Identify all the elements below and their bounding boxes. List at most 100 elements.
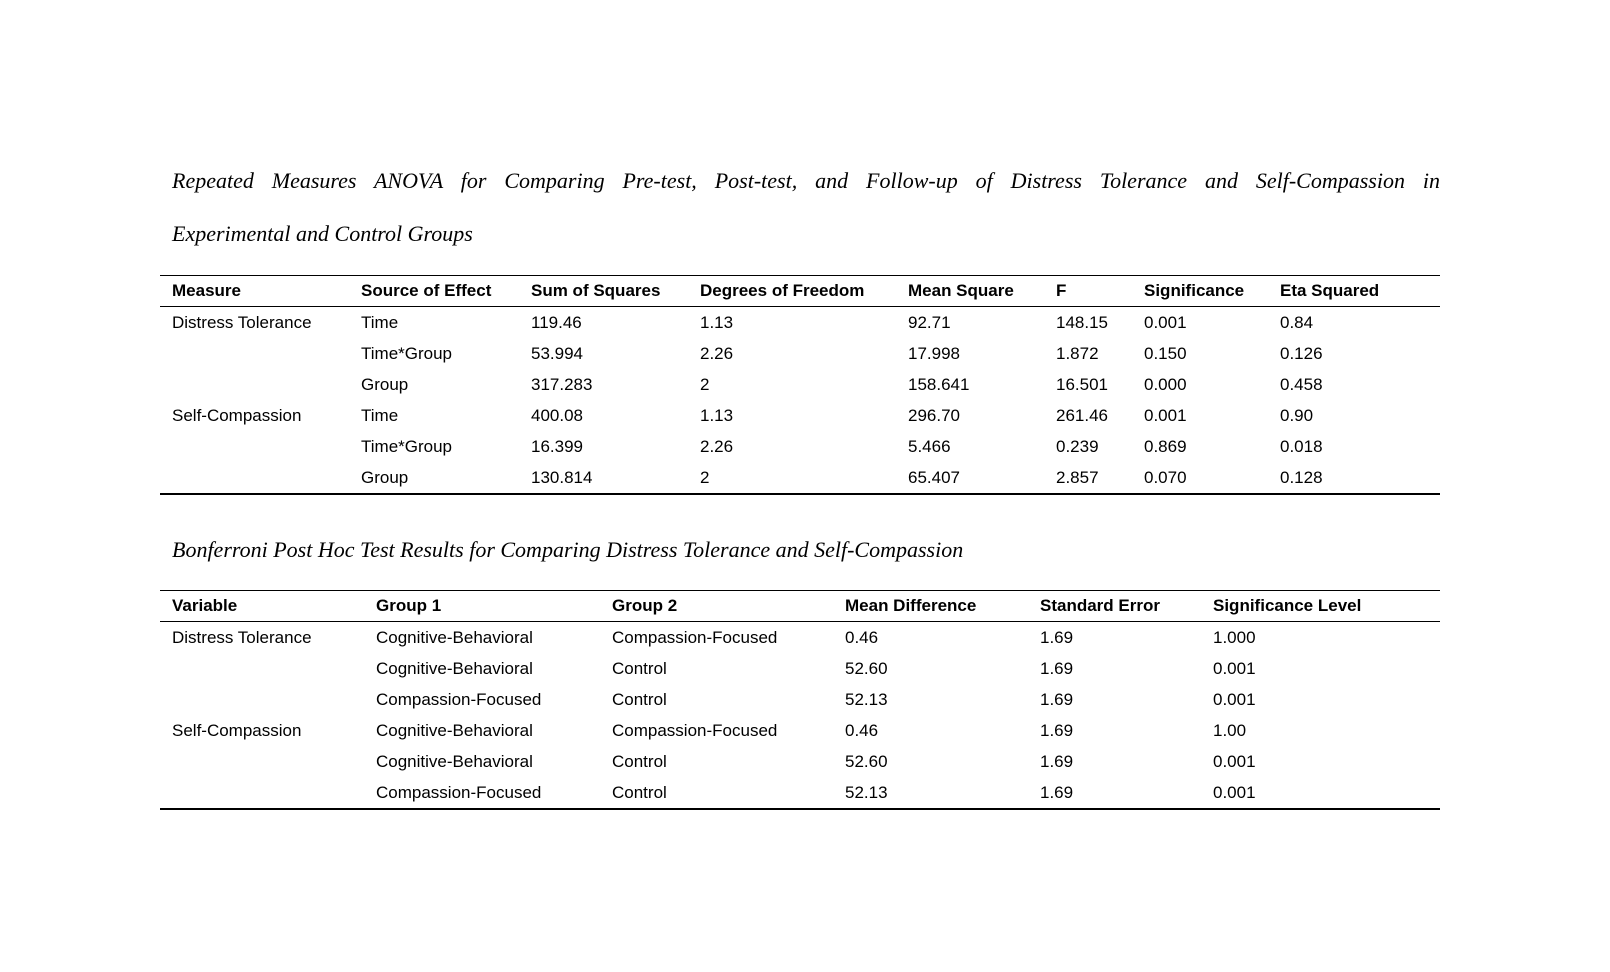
table-row: Distress Tolerance Cognitive-Behavioral Co… <box>160 622 1440 654</box>
table-cell: 53.994 <box>531 343 583 363</box>
table-row: Self-Compassion Cognitive-Behavioral Compa… <box>160 715 1440 746</box>
column-header: Standard Error <box>1028 590 1201 622</box>
table-cell: 1.872 <box>1056 343 1099 363</box>
table-cell: 1.69 <box>1040 627 1074 647</box>
table-cell: 1.69 <box>1040 689 1074 709</box>
column-header: Degrees of Freedom <box>688 275 896 307</box>
table-cell: Cognitive-Behavioral <box>376 627 533 647</box>
table-cell: Compassion-Focused <box>376 689 542 709</box>
table-cell: 0.001 <box>1213 782 1256 802</box>
table-cell: 92.71 <box>908 312 951 332</box>
anova-table-caption-line1: Repeated Measures ANOVA for Comparing Pr… <box>172 168 1440 193</box>
table-cell: Self-Compassion <box>172 405 302 425</box>
table-cell: 158.641 <box>908 374 970 394</box>
column-header: Group 1 <box>364 590 600 622</box>
table-cell: 0.869 <box>1144 436 1187 456</box>
table-cell: 16.399 <box>531 436 583 456</box>
table-cell: 0.46 <box>845 627 879 647</box>
table-cell: 2 <box>700 374 710 394</box>
column-header: Mean Difference <box>833 590 1028 622</box>
table-cell: Self-Compassion <box>172 720 302 740</box>
table-cell: 1.000 <box>1213 627 1256 647</box>
column-header: Significance <box>1132 275 1268 307</box>
table-row: Self-Compassion Time 400.08 1.13 296.70 261.4… <box>160 400 1440 431</box>
table-cell: Cognitive-Behavioral <box>376 658 533 678</box>
anova-table-caption-line2: Experimental and Control Groups <box>172 221 473 246</box>
column-header: F <box>1044 275 1132 307</box>
column-header: Variable <box>160 590 364 622</box>
table-cell: Control <box>612 689 667 709</box>
table-cell: 0.001 <box>1213 689 1256 709</box>
table-cell: 17.998 <box>908 343 960 363</box>
table-cell: 0.84 <box>1280 312 1314 332</box>
column-header: Eta Squared <box>1268 275 1440 307</box>
table-cell: 2 <box>700 467 710 487</box>
table-cell: 5.466 <box>908 436 951 456</box>
table-cell: 0.150 <box>1144 343 1187 363</box>
table-cell: 0.239 <box>1056 436 1099 456</box>
table-cell: Compassion-Focused <box>376 782 542 802</box>
column-header: Measure <box>160 275 349 307</box>
table-cell: 52.60 <box>845 658 888 678</box>
table-row: Time*Group 53.994 2.26 17.998 1.872 0.150 0.12… <box>160 338 1440 369</box>
table-cell: 1.69 <box>1040 782 1074 802</box>
document-content: Repeated Measures ANOVA for Comparing Pr… <box>160 168 1440 810</box>
table-cell: 0.000 <box>1144 374 1187 394</box>
table-cell: 0.001 <box>1213 658 1256 678</box>
table-cell: 1.13 <box>700 405 734 425</box>
posthoc-table-caption: Bonferroni Post Hoc Test Results for Com… <box>172 537 964 562</box>
table-cell: 0.46 <box>845 720 879 740</box>
table-cell: Distress Tolerance <box>172 627 312 647</box>
table-cell <box>160 431 349 462</box>
table-cell <box>160 369 349 400</box>
table-row: Distress Tolerance Time 119.46 1.13 92.71 148… <box>160 307 1440 339</box>
table-cell: Group <box>361 374 409 394</box>
table-cell: Group <box>361 467 409 487</box>
table-cell <box>160 746 364 777</box>
table-cell: Cognitive-Behavioral <box>376 751 533 771</box>
table-cell <box>160 338 349 369</box>
table-cell: 0.001 <box>1144 312 1187 332</box>
table-cell: Compassion-Focused <box>612 720 778 740</box>
column-header: Mean Square <box>896 275 1044 307</box>
table-cell: 65.407 <box>908 467 960 487</box>
table-cell: Time <box>361 312 399 332</box>
table-cell: Distress Tolerance <box>172 312 312 332</box>
table-row: Time*Group 16.399 2.26 5.466 0.239 0.869 0.018 <box>160 431 1440 462</box>
table-cell <box>160 777 364 809</box>
table-row: Group 130.814 2 65.407 2.857 0.070 0.128 <box>160 462 1440 494</box>
table-cell: Compassion-Focused <box>612 627 778 647</box>
table-cell: 0.070 <box>1144 467 1187 487</box>
table-cell: 0.458 <box>1280 374 1323 394</box>
table-cell: 1.69 <box>1040 751 1074 771</box>
table-cell <box>160 462 349 494</box>
table-cell: 52.13 <box>845 782 888 802</box>
table-cell: Control <box>612 782 667 802</box>
anova-results-table: Measure Source of Effect Sum of Squares Deg… <box>160 275 1440 495</box>
table-row: Cognitive-Behavioral Control 52.60 1.69 0.00… <box>160 746 1440 777</box>
table-cell: 317.283 <box>531 374 593 394</box>
table-row: Compassion-Focused Control 52.13 1.69 0.001 <box>160 777 1440 809</box>
table-cell <box>160 653 364 684</box>
table-cell: 400.08 <box>531 405 583 425</box>
table-cell: 2.26 <box>700 343 734 363</box>
table-cell: 261.46 <box>1056 405 1108 425</box>
table-cell: Control <box>612 658 667 678</box>
table-cell: Cognitive-Behavioral <box>376 720 533 740</box>
table-cell: 130.814 <box>531 467 593 487</box>
table-cell: 296.70 <box>908 405 960 425</box>
table-cell: 52.13 <box>845 689 888 709</box>
column-header: Sum of Squares <box>519 275 688 307</box>
table-cell: 2.26 <box>700 436 734 456</box>
table-cell: 1.13 <box>700 312 734 332</box>
table-cell <box>160 684 364 715</box>
table-row: Compassion-Focused Control 52.13 1.69 0.001 <box>160 684 1440 715</box>
table-cell: 148.15 <box>1056 312 1108 332</box>
table-cell: 0.001 <box>1144 405 1187 425</box>
table-cell: 1.69 <box>1040 658 1074 678</box>
table-cell: 0.001 <box>1213 751 1256 771</box>
header-row: Measure Source of Effect Sum of Squares Deg… <box>160 275 1440 307</box>
column-header: Significance Level <box>1201 590 1440 622</box>
table-cell: 16.501 <box>1056 374 1108 394</box>
